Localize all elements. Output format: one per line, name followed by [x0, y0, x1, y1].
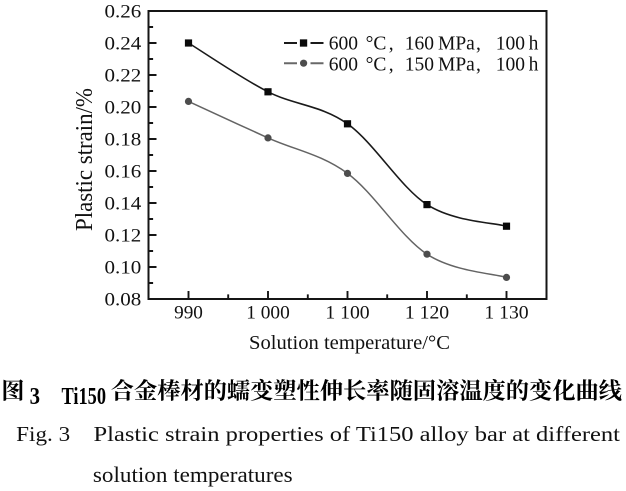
- svg-text:0.24: 0.24: [105, 35, 142, 55]
- svg-text:Ti150: Ti150: [62, 383, 107, 410]
- svg-text:0.12: 0.12: [105, 227, 142, 247]
- svg-text:1 000: 1 000: [246, 304, 290, 324]
- svg-text:Plastic strain properties of T: Plastic strain properties of Ti150 alloy…: [94, 422, 621, 446]
- svg-text:Plastic strain/%: Plastic strain/%: [72, 88, 98, 231]
- svg-text:0.18: 0.18: [105, 131, 142, 151]
- svg-text:0.26: 0.26: [105, 3, 142, 23]
- svg-text:Solution temperature/°C: Solution temperature/°C: [249, 333, 450, 354]
- svg-text:0.20: 0.20: [105, 99, 142, 119]
- svg-text:1 130: 1 130: [484, 304, 528, 324]
- svg-text:0.16: 0.16: [105, 163, 142, 183]
- svg-text:0.08: 0.08: [105, 291, 142, 311]
- svg-text:solution temperatures: solution temperatures: [93, 462, 293, 487]
- svg-text:3: 3: [30, 383, 40, 410]
- svg-text:0.10: 0.10: [105, 259, 142, 279]
- svg-text:1 100: 1 100: [325, 304, 369, 324]
- svg-text:1 120: 1 120: [405, 304, 449, 324]
- svg-text:0.22: 0.22: [105, 67, 142, 87]
- svg-text:990: 990: [174, 304, 203, 324]
- svg-text:0.14: 0.14: [105, 195, 142, 215]
- svg-text:Fig. 3: Fig. 3: [16, 422, 70, 446]
